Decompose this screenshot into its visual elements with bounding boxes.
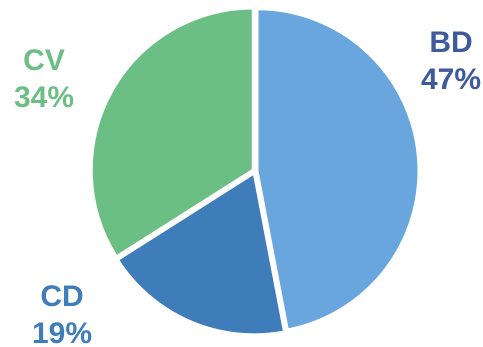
label-percent-bd: 47% (421, 63, 481, 96)
pie-slices (89, 6, 421, 337)
pie-slice-cv (89, 6, 255, 259)
label-percent-cd: 19% (32, 317, 92, 347)
label-name-bd: BD (429, 26, 472, 59)
pie-slice-cd (115, 171, 287, 337)
label-percent-cv: 34% (14, 81, 74, 114)
label-name-cd: CD (40, 280, 83, 313)
pie-slice-bd (255, 7, 421, 332)
pie-labels: BD 47% CD 19% CV 34% (14, 26, 481, 347)
label-name-cv: CV (23, 44, 65, 77)
